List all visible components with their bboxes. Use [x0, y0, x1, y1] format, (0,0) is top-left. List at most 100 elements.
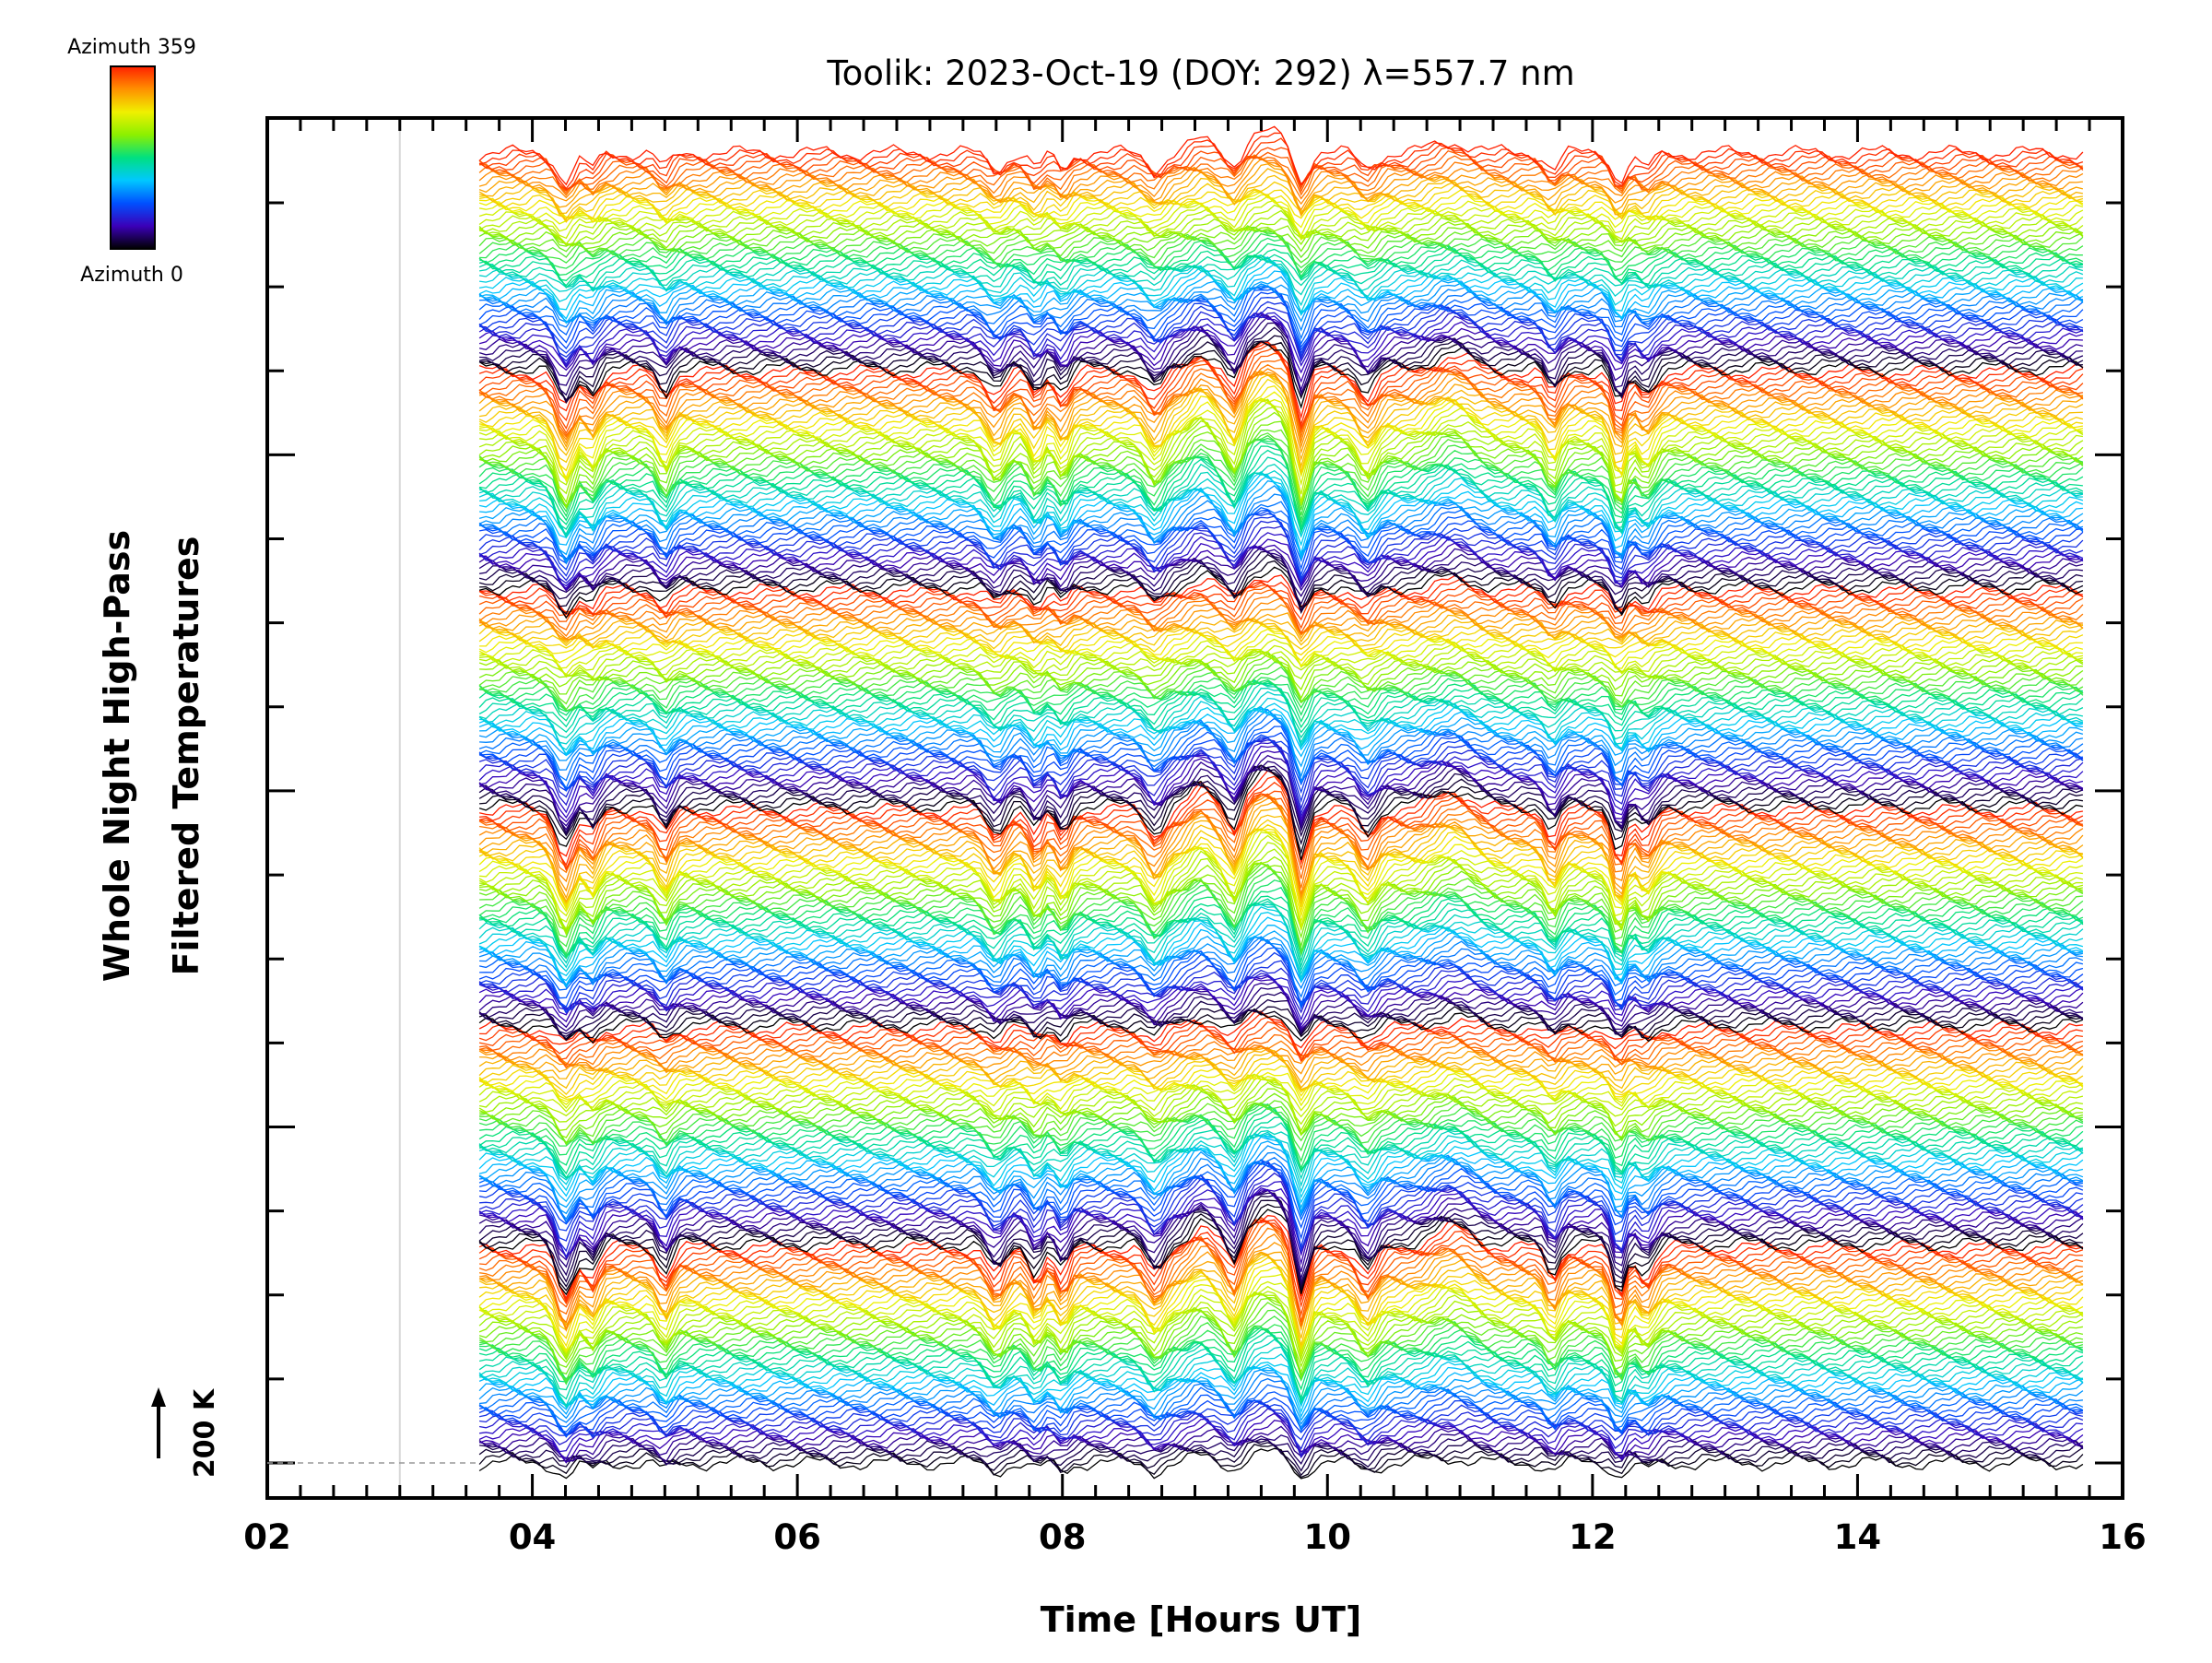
- series-line: [478, 824, 2084, 908]
- series-line: [478, 1002, 2084, 1040]
- series-line: [478, 506, 2084, 563]
- series-line: [479, 188, 2084, 223]
- series-line: [478, 737, 2084, 810]
- axes: [265, 116, 2124, 1500]
- series-line: [479, 936, 2084, 998]
- series-line: [478, 1431, 2084, 1462]
- series-line: [478, 649, 2084, 682]
- series-line: [478, 137, 2084, 191]
- colorbar: [110, 65, 156, 250]
- series-line: [478, 973, 2084, 1014]
- series-line: [479, 398, 2083, 502]
- x-tick-label: 08: [1039, 1517, 1087, 1557]
- series-line: [478, 1400, 2084, 1441]
- series-line: [478, 1044, 2084, 1075]
- series-line: [478, 1098, 2083, 1146]
- series-line: [479, 1291, 2083, 1360]
- series-line: [478, 1010, 2083, 1049]
- x-tick-label: 06: [773, 1517, 821, 1557]
- series-line: [478, 341, 2084, 419]
- series-line: [478, 1134, 2084, 1204]
- series-line: [479, 560, 2084, 615]
- series-line: [478, 226, 2084, 264]
- series-line: [479, 706, 2084, 768]
- series-line: [478, 895, 2084, 958]
- series-line: [478, 1326, 2084, 1391]
- series-line: [478, 584, 2084, 630]
- series-line: [478, 1067, 2084, 1103]
- series-line: [478, 1160, 2084, 1230]
- series-line: [478, 301, 2084, 359]
- x-tick-label: 04: [509, 1517, 557, 1557]
- x-tick-label: 02: [243, 1517, 291, 1557]
- series-line: [478, 1020, 2084, 1063]
- series-line: [478, 1361, 2084, 1408]
- series-line: [478, 754, 2084, 828]
- series-line: [478, 1260, 2084, 1350]
- series-line: [479, 574, 2083, 619]
- series-line: [478, 285, 2084, 332]
- series-line: [478, 154, 2084, 200]
- series-line: [478, 855, 2084, 937]
- series-line: [479, 1315, 2084, 1386]
- series-line: [478, 501, 2084, 562]
- series-line: [479, 335, 2083, 405]
- series-line: [478, 469, 2084, 539]
- series-line: [478, 1065, 2084, 1101]
- series-line: [478, 509, 2084, 571]
- series-line: [478, 463, 2083, 539]
- series-line: [478, 975, 2084, 1027]
- series-line: [479, 1227, 2084, 1327]
- series-line: [478, 997, 2084, 1037]
- series-line: [478, 666, 2084, 712]
- series-line: [478, 642, 2084, 678]
- series-line: [478, 1394, 2084, 1438]
- series-line: [478, 619, 2084, 647]
- series-line: [478, 819, 2084, 904]
- series-line: [478, 1363, 2084, 1414]
- series-line: [478, 1219, 2084, 1308]
- series-line: [478, 614, 2084, 644]
- series-line: [478, 967, 2084, 1011]
- series-line: [479, 1038, 2084, 1067]
- series-line: [478, 282, 2084, 323]
- series-line: [478, 479, 2084, 561]
- series-line: [478, 937, 2083, 990]
- colorbar-top-label: Azimuth 359: [67, 36, 196, 59]
- series-line: [478, 340, 2084, 402]
- series-line: [478, 886, 2084, 959]
- series-line: [478, 1145, 2084, 1217]
- series-line: [478, 1131, 2084, 1187]
- series-line: [478, 1412, 2084, 1460]
- series-line: [479, 960, 2083, 1014]
- series-line: [478, 1273, 2084, 1353]
- series-line: [478, 1073, 2084, 1112]
- series-line: [478, 577, 2084, 615]
- series-line: [478, 674, 2084, 712]
- series-line: [478, 1365, 2084, 1419]
- series-line: [478, 473, 2084, 556]
- series-line: [478, 1006, 2084, 1042]
- series-line: [478, 1369, 2084, 1425]
- series-line: [478, 1425, 2084, 1463]
- series-line: [478, 1252, 2084, 1332]
- traces: [478, 125, 2084, 1480]
- series-line: [478, 544, 2084, 592]
- series-line: [478, 1214, 2084, 1300]
- series-line: [478, 582, 2084, 621]
- series-line: [478, 1133, 2084, 1194]
- series-line: [478, 217, 2084, 247]
- series-line: [478, 1130, 2084, 1180]
- series-line: [479, 790, 2083, 871]
- series-line: [478, 1440, 2084, 1477]
- series-line: [478, 1391, 2083, 1437]
- series-line: [478, 1186, 2084, 1258]
- series-line: [478, 1189, 2084, 1281]
- series-line: [478, 1254, 2084, 1339]
- series-line: [479, 1157, 2084, 1224]
- series-line: [479, 1327, 2084, 1382]
- series-line: [478, 195, 2084, 242]
- series-line: [478, 420, 2084, 510]
- series-line: [479, 930, 2083, 989]
